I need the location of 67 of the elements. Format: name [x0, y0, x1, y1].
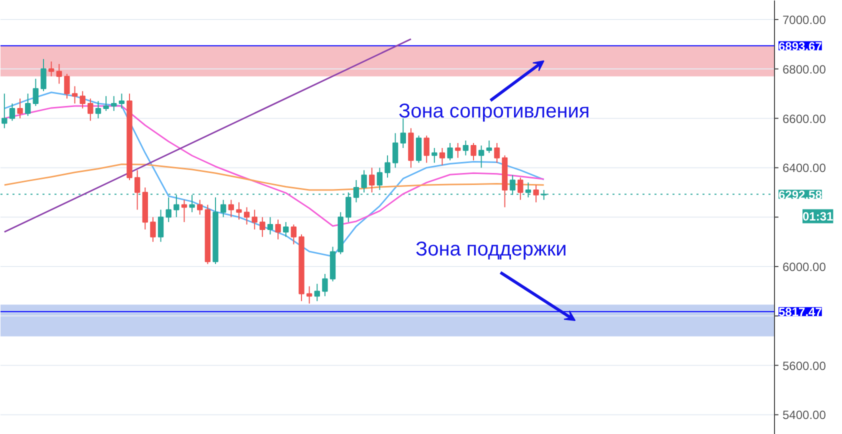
candlestick: [9, 103, 16, 122]
y-tick-label: 5600.00: [782, 358, 826, 373]
candlestick: [290, 224, 297, 245]
candlestick: [369, 167, 375, 193]
candlestick: [166, 196, 172, 223]
candlestick: [392, 132, 398, 168]
candlestick: [25, 93, 31, 116]
candlestick: [283, 222, 289, 238]
candlestick: [228, 199, 234, 218]
candlestick: [64, 73, 70, 100]
y-tick-label: 5400.00: [782, 408, 826, 422]
candlestick: [134, 170, 140, 210]
candlestick: [478, 144, 484, 168]
candlestick: [455, 142, 461, 158]
candlestick: [384, 154, 390, 178]
y-tick-label: 6400.00: [782, 161, 826, 176]
ref-line-label: 5817.47: [778, 305, 822, 320]
candlestick: [462, 140, 469, 156]
candlestick: [518, 177, 524, 200]
candlestick: [260, 216, 266, 238]
y-tick-label: 6800.00: [782, 62, 826, 76]
ref-line-label: 6292.58: [778, 188, 822, 202]
candlestick: [189, 194, 195, 213]
candlestick: [88, 98, 94, 122]
candlestick: [361, 170, 367, 193]
annotation: Зона поддержки: [416, 238, 567, 260]
candlestick: [56, 63, 62, 84]
candlestick: [400, 118, 406, 148]
candlestick: [95, 100, 102, 119]
candlestick: [267, 216, 274, 235]
candlestick: [432, 147, 438, 164]
candlestick: [103, 96, 109, 112]
candlestick: [236, 202, 242, 220]
candlestick: [80, 90, 86, 109]
candlestick: [220, 199, 226, 218]
candlestick: [72, 86, 78, 104]
candlestick: [158, 209, 164, 242]
text: 01:31: [802, 209, 834, 224]
candlestick: [252, 209, 258, 230]
candlestick: [486, 140, 492, 154]
candlestick: [470, 142, 476, 161]
candlestick: [322, 273, 328, 297]
candlestick: [2, 93, 8, 129]
annotation: Зона сопротивления: [398, 100, 590, 122]
candlestick: [244, 206, 250, 226]
candlestick: [118, 93, 125, 109]
candlestick: [150, 216, 156, 242]
y-tick-label: 6000.00: [782, 260, 826, 274]
y-tick-label: 6600.00: [782, 112, 826, 126]
candlestick: [32, 78, 39, 106]
candlestick: [40, 58, 46, 92]
candlestick: [447, 142, 453, 161]
candlestick: [306, 286, 312, 304]
candlestick: [314, 283, 320, 302]
candlestick: [111, 96, 117, 112]
candlestick: [17, 98, 23, 119]
candlestick: [424, 135, 430, 164]
candlestick: [48, 61, 54, 77]
candlestick: [275, 219, 281, 240]
candlestick: [416, 135, 422, 164]
ref-line-label: 6893.67: [778, 39, 822, 54]
candlestick: [533, 184, 539, 203]
candlestick: [197, 199, 203, 216]
y-tick-label: 7000.00: [782, 13, 826, 28]
candlestick: [439, 147, 446, 166]
candlestick: [376, 167, 383, 190]
candlestick: [494, 142, 500, 164]
